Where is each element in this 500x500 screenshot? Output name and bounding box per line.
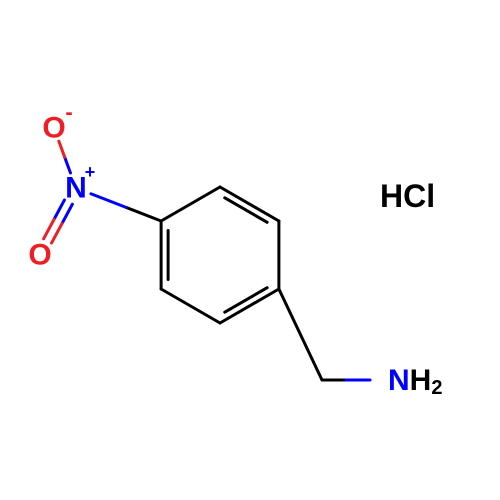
nitro-oxygen-single: O — [42, 112, 65, 145]
nitro-nitrogen-label: N — [65, 172, 87, 205]
nitro-minus-charge: - — [65, 100, 72, 125]
nitro-oxygen-double: O — [28, 239, 51, 272]
nitro-plus-charge: + — [85, 162, 96, 182]
amine-nh2-label: NH2 — [388, 364, 442, 400]
hcl-counterion-label: HCl — [380, 178, 435, 215]
